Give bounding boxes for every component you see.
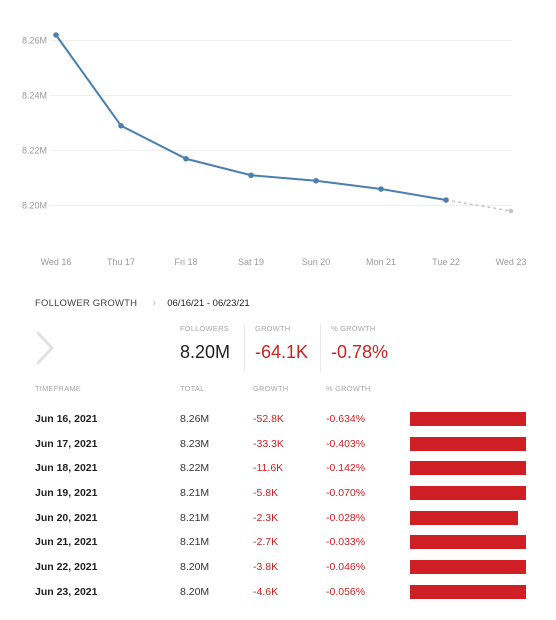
row-total: 8.26M <box>180 413 210 425</box>
x-axis-ticks: Wed 16 Thu 17 Fri 18 Sat 19 Sun 20 Mon 21 Tue … <box>41 257 527 267</box>
growth-bar <box>410 560 526 575</box>
summary-growth: GROWTH -64.1K <box>244 324 308 372</box>
table-row: Jun 16, 2021 8.26M -52.8K -0.634% <box>0 408 556 433</box>
table-row: Jun 23, 2021 8.20M -4.6K -0.056% <box>0 581 556 606</box>
table-row: Jun 17, 2021 8.23M -33.3K -0.403% <box>0 433 556 458</box>
table-body: Jun 16, 2021 8.26M -52.8K -0.634% Jun 17, 20… <box>0 408 556 606</box>
row-total: 8.20M <box>180 585 210 598</box>
row-growth: -2.3K <box>253 511 279 524</box>
data-point[interactable] <box>378 186 384 192</box>
chevron-right-icon: › <box>152 297 157 309</box>
table-row: Jun 21, 2021 8.21M -2.7K -0.033% <box>0 531 556 556</box>
row-pct-growth: -0.056% <box>326 585 366 598</box>
x-tick-label: Fri 18 <box>174 257 197 267</box>
growth-table: TIMEFRAME TOTAL GROWTH % GROWTH Jun 16, … <box>0 384 556 606</box>
pct-growth-label: % GROWTH <box>331 324 376 333</box>
growth-value: -64.1K <box>255 342 309 362</box>
row-growth: -5.8K <box>253 487 279 500</box>
data-point[interactable] <box>443 197 449 203</box>
y-tick-label: 8.24M <box>22 91 47 101</box>
growth-label: GROWTH <box>255 324 291 333</box>
row-timeframe: Jun 22, 2021 <box>35 561 98 574</box>
series-points[interactable] <box>53 32 514 214</box>
row-timeframe: Jun 19, 2021 <box>35 487 98 500</box>
data-point[interactable] <box>508 208 514 214</box>
y-tick-label: 8.20M <box>22 201 47 211</box>
row-timeframe: Jun 21, 2021 <box>35 536 98 549</box>
row-pct-growth: -0.046% <box>326 561 366 574</box>
series-line-projection <box>445 199 512 212</box>
x-tick-label: Wed 23 <box>496 257 527 267</box>
row-timeframe: Jun 20, 2021 <box>35 511 98 524</box>
chart-gridlines <box>50 40 512 206</box>
table-row: Jun 22, 2021 8.20M -3.8K -0.046% <box>0 556 556 581</box>
growth-bar <box>410 510 518 525</box>
row-total: 8.21M <box>180 536 210 549</box>
x-tick-label: Tue 22 <box>432 257 460 267</box>
row-total: 8.21M <box>180 487 210 500</box>
row-total: 8.22M <box>180 462 210 475</box>
row-pct-growth: -0.403% <box>326 437 366 450</box>
row-pct-growth: -0.634% <box>326 413 366 425</box>
row-total: 8.21M <box>180 511 210 524</box>
followers-label: FOLLOWERS <box>180 324 229 333</box>
y-axis-ticks: 8.26M 8.24M 8.22M 8.20M <box>22 36 47 211</box>
x-tick-label: Sun 20 <box>302 257 331 267</box>
chevron-right-icon[interactable] <box>32 330 58 366</box>
row-pct-growth: -0.070% <box>326 487 366 500</box>
x-tick-label: Mon 21 <box>366 257 396 267</box>
row-timeframe: Jun 17, 2021 <box>35 437 98 450</box>
row-timeframe: Jun 18, 2021 <box>35 462 98 475</box>
row-growth: -33.3K <box>253 437 284 450</box>
row-pct-growth: -0.028% <box>326 511 366 524</box>
header-timeframe[interactable]: TIMEFRAME <box>35 384 81 393</box>
x-tick-label: Thu 17 <box>107 257 135 267</box>
header-growth[interactable]: GROWTH <box>253 384 289 393</box>
summary-pct-growth: % GROWTH -0.78% <box>320 324 388 372</box>
data-point[interactable] <box>248 172 254 179</box>
row-growth: -4.6K <box>253 585 279 598</box>
row-growth: -2.7K <box>253 536 279 549</box>
y-tick-label: 8.22M <box>22 146 47 156</box>
row-pct-growth: -0.033% <box>326 536 366 549</box>
row-pct-growth: -0.142% <box>326 462 366 475</box>
row-growth: -11.6K <box>253 462 284 475</box>
follower-line-chart: 8.26M 8.24M 8.22M 8.20M Wed 16 Thu 17 Fri 18 S… <box>22 32 527 267</box>
section-header: FOLLOWER GROWTH › 06/16/21 - 06/23/21 <box>35 296 250 310</box>
growth-bar <box>410 436 526 451</box>
header-pct-growth[interactable]: % GROWTH <box>326 384 371 393</box>
data-point[interactable] <box>183 155 189 162</box>
row-total: 8.20M <box>180 561 210 574</box>
header-total[interactable]: TOTAL <box>180 384 205 393</box>
row-growth: -52.8K <box>253 413 284 425</box>
table-row: Jun 18, 2021 8.22M -11.6K -0.142% <box>0 457 556 482</box>
growth-bar <box>410 412 526 426</box>
growth-bar <box>410 486 526 501</box>
table-header: TIMEFRAME TOTAL GROWTH % GROWTH <box>0 384 556 400</box>
summary-followers: FOLLOWERS 8.20M <box>180 324 230 372</box>
table-row: Jun 19, 2021 8.21M -5.8K -0.070% <box>0 482 556 507</box>
x-tick-label: Sat 19 <box>238 257 264 267</box>
row-total: 8.23M <box>180 437 210 450</box>
growth-bar <box>410 461 526 476</box>
x-tick-label: Wed 16 <box>41 257 72 267</box>
row-timeframe: Jun 23, 2021 <box>35 585 98 598</box>
data-point[interactable] <box>118 122 124 129</box>
growth-bar <box>410 584 526 599</box>
section-title: FOLLOWER GROWTH <box>35 297 138 309</box>
followers-value: 8.20M <box>180 342 231 362</box>
growth-bar <box>410 535 526 550</box>
pct-growth-value: -0.78% <box>331 342 389 362</box>
table-row: Jun 20, 2021 8.21M -2.3K -0.028% <box>0 507 556 532</box>
data-point[interactable] <box>313 177 319 184</box>
series-line <box>55 34 512 212</box>
date-range-label[interactable]: 06/16/21 - 06/23/21 <box>167 297 250 309</box>
data-point[interactable] <box>53 32 59 38</box>
row-timeframe: Jun 16, 2021 <box>35 413 98 425</box>
row-growth: -3.8K <box>253 561 279 574</box>
y-tick-label: 8.26M <box>22 36 47 46</box>
